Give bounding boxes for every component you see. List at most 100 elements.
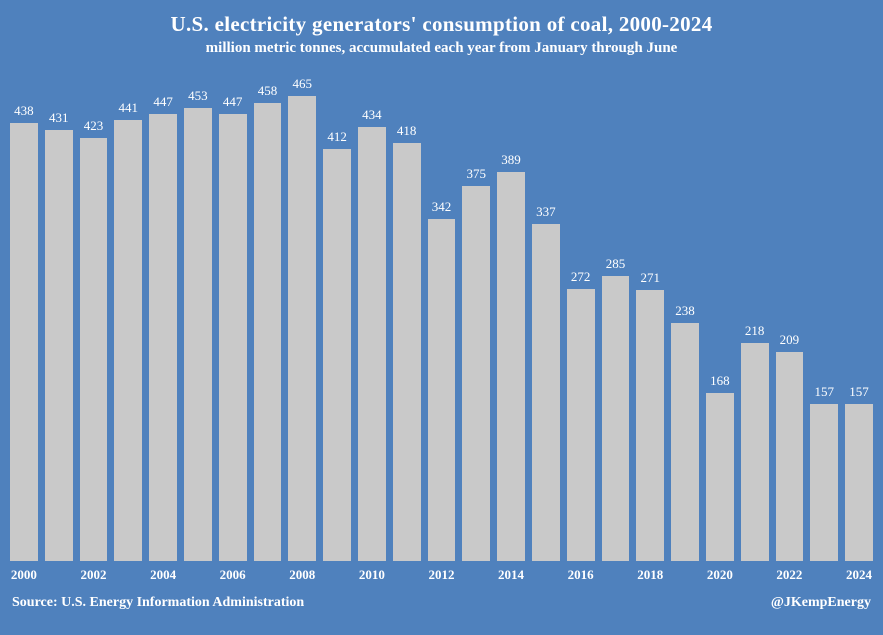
- bar-value-label: 238: [675, 303, 695, 318]
- bar-value-label: 272: [570, 269, 591, 284]
- bar: [601, 276, 630, 561]
- bar: [323, 149, 351, 561]
- bar-column: 418: [392, 61, 421, 561]
- x-tick-label: 2008: [289, 567, 316, 582]
- bar-value-label: 418: [396, 123, 417, 138]
- bar: [636, 290, 665, 561]
- x-tick-label: [45, 567, 73, 583]
- x-tick-label: 2004: [150, 567, 177, 582]
- bar: [357, 127, 386, 561]
- bar-column: 209: [775, 61, 804, 561]
- x-tick-label: [741, 567, 769, 583]
- bar: [566, 289, 595, 561]
- bar: [183, 108, 212, 561]
- bar: [462, 186, 491, 561]
- bar: [740, 343, 769, 561]
- bar-column: 453: [183, 61, 212, 561]
- bar: [775, 352, 804, 561]
- bar-column: 157: [810, 61, 839, 561]
- x-tick-label: [254, 567, 282, 583]
- bar-column: 423: [79, 61, 108, 561]
- bar-value-label: 434: [362, 107, 382, 122]
- bar-column: 375: [462, 61, 491, 561]
- x-tick-label: [671, 567, 699, 583]
- chart-subtitle: million metric tonnes, accumulated each …: [205, 40, 678, 56]
- x-tick-label: [393, 567, 421, 583]
- bar: [531, 224, 560, 561]
- x-tick-label: 2022: [776, 567, 803, 582]
- bar-value-label: 342: [431, 199, 452, 214]
- bar: [288, 96, 317, 561]
- x-tick-label: 2012: [428, 567, 455, 582]
- bar-value-label: 285: [605, 256, 626, 271]
- bar-column: 389: [497, 61, 525, 561]
- bar: [810, 404, 839, 561]
- bar-column: 337: [531, 61, 560, 561]
- credit-text: @JKempEnergy: [770, 595, 871, 610]
- bar-value-label: 157: [849, 384, 869, 399]
- bar: [114, 120, 143, 561]
- bar: [497, 172, 525, 561]
- bar-value-label: 447: [222, 94, 243, 109]
- x-tick-label: [323, 567, 351, 583]
- bar-column: 441: [114, 61, 143, 561]
- bar-value-label: 431: [48, 110, 69, 125]
- bar-column: 447: [218, 61, 247, 561]
- bar-column: 271: [636, 61, 665, 561]
- bar-value-label: 453: [188, 88, 208, 103]
- bar-column: 342: [427, 61, 456, 561]
- bar: [253, 103, 282, 561]
- bar-column: 285: [601, 61, 630, 561]
- bar-value-label: 447: [153, 94, 173, 109]
- chart-footer: Source: U.S. Energy Information Administ…: [12, 595, 871, 611]
- bar: [392, 143, 421, 561]
- bar-column: 272: [566, 61, 595, 561]
- x-tick-label: [184, 567, 212, 583]
- bar: [79, 138, 108, 561]
- bar-value-label: 465: [292, 76, 313, 91]
- x-axis: 2000 2002 2004 2006 2008 2010 2012 2014 2016 2018…: [10, 567, 873, 583]
- bar-value-label: 389: [501, 152, 521, 167]
- bar-value-label: 271: [640, 270, 660, 285]
- x-tick-label: [602, 567, 630, 583]
- bar: [705, 393, 734, 561]
- bar-column: 412: [323, 61, 351, 561]
- x-tick-label: 2002: [80, 567, 107, 582]
- bar-value-label: 209: [779, 332, 800, 347]
- x-tick-label: [462, 567, 490, 583]
- chart-title: U.S. electricity generators' consumption…: [170, 12, 713, 36]
- x-tick-label: 2018: [637, 567, 664, 582]
- bar-column: 438: [10, 61, 38, 561]
- source-text: Source: U.S. Energy Information Administ…: [12, 595, 305, 610]
- bar-value-label: 168: [710, 373, 730, 388]
- bar-column: 447: [149, 61, 177, 561]
- bar-column: 238: [671, 61, 699, 561]
- bar: [149, 114, 177, 561]
- bar-value-label: 438: [14, 103, 34, 118]
- bar-value-label: 458: [257, 83, 278, 98]
- x-tick-label: [810, 567, 838, 583]
- bar-column: 465: [288, 61, 317, 561]
- x-tick-label: 2024: [846, 567, 873, 582]
- bar: [845, 404, 873, 561]
- bar-column: 218: [740, 61, 769, 561]
- bar-column: 434: [357, 61, 386, 561]
- x-tick-label: [114, 567, 142, 583]
- bar-value-label: 423: [83, 118, 104, 133]
- bar-value-label: 218: [744, 323, 765, 338]
- bar: [10, 123, 38, 561]
- bar-column: 458: [253, 61, 282, 561]
- bar: [44, 130, 73, 561]
- bar-value-label: 375: [466, 166, 487, 181]
- bar: [218, 114, 247, 561]
- bar-value-label: 157: [814, 384, 834, 399]
- bar-column: 168: [705, 61, 734, 561]
- bar-column: 157: [845, 61, 873, 561]
- x-tick-label: 2010: [358, 567, 385, 582]
- x-tick-label: 2020: [706, 567, 733, 582]
- bar-chart-plot-area: 438 431 423 441 447 453 447 458 465 412 434 418 342 3…: [10, 61, 873, 561]
- bar-column: 431: [44, 61, 73, 561]
- bar-value-label: 412: [327, 129, 347, 144]
- x-tick-label: 2016: [567, 567, 594, 582]
